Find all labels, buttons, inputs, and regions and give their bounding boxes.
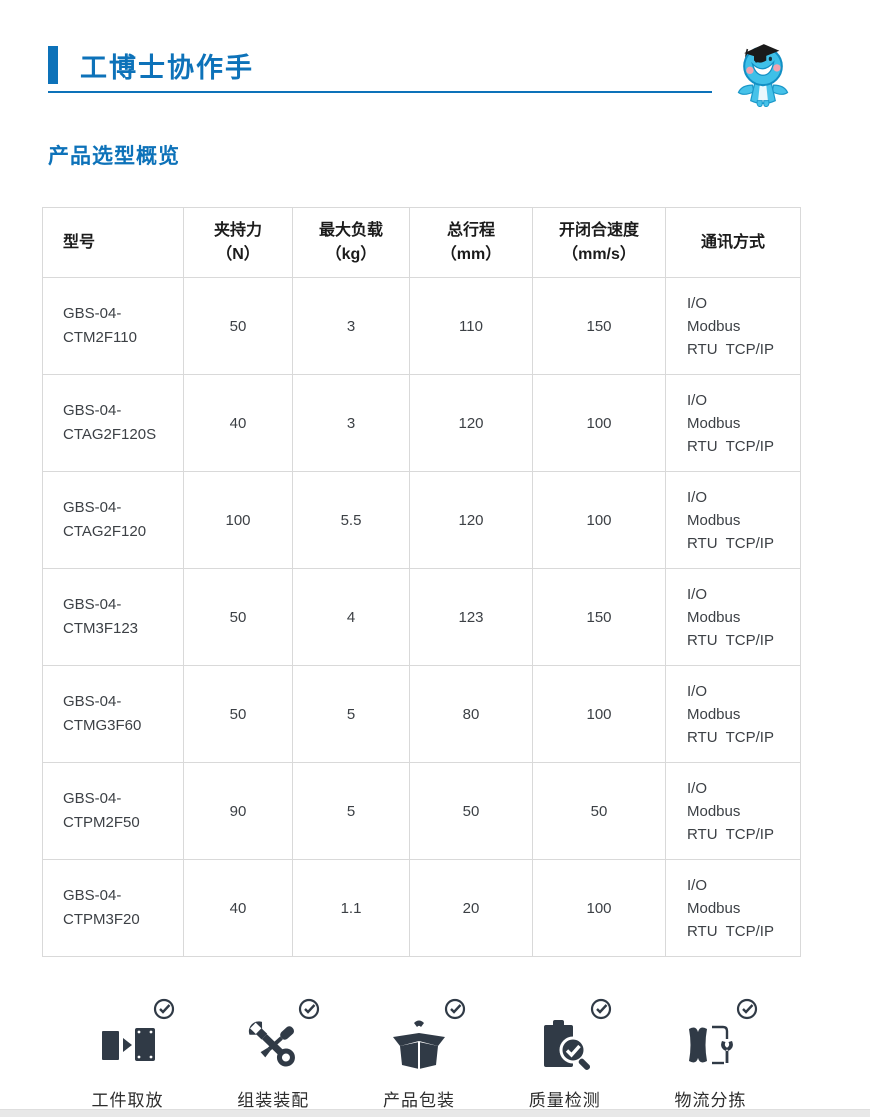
- application-label: 工件取放: [91, 1091, 164, 1110]
- column-header: 型号: [42, 207, 184, 278]
- model-cell: GBS-04- CTAG2F120S: [42, 374, 184, 472]
- table-row: GBS-04- CTAG2F120S 40 3 120 100 I/O Modbus RTU T…: [42, 374, 801, 472]
- table-row: GBS-04- CTPM3F20 40 1.1 20 100 I/O Modbus RTU TC…: [42, 859, 801, 957]
- gongboshi-mascot-icon: [730, 36, 796, 113]
- value-cell: 20: [409, 859, 533, 957]
- application-item-packaging: 产品包装: [347, 998, 492, 1111]
- check-badge-icon: [736, 998, 757, 1020]
- communication-cell: I/O Modbus RTU TCP/IP: [665, 859, 801, 957]
- value-cell: 5.5: [292, 471, 410, 569]
- value-cell: 50: [183, 665, 293, 763]
- table-body: GBS-04- CTM2F110 50 3 110 150 I/O Modbus RTU TCP…: [42, 277, 801, 957]
- application-label: 组装装配: [237, 1091, 310, 1110]
- application-item-logistics: 物流分拣: [638, 998, 783, 1111]
- value-cell: 3: [292, 374, 410, 472]
- check-badge-icon: [590, 998, 611, 1020]
- model-cell: GBS-04- CTPM3F20: [42, 859, 184, 957]
- value-cell: 123: [409, 568, 533, 666]
- value-cell: 50: [183, 568, 293, 666]
- column-header: 开闭合速度 （mm/s）: [532, 207, 666, 278]
- value-cell: 50: [532, 762, 666, 860]
- value-cell: 120: [409, 374, 533, 472]
- table-row: GBS-04- CTMG3F60 50 5 80 100 I/O Modbus RTU TCP/…: [42, 665, 801, 763]
- application-label: 质量检测: [528, 1091, 601, 1110]
- column-header: 通讯方式: [665, 207, 801, 278]
- value-cell: 100: [532, 374, 666, 472]
- value-cell: 5: [292, 665, 410, 763]
- column-header: 最大负载 （kg）: [292, 207, 410, 278]
- table-row: GBS-04- CTPM2F50 90 5 50 50 I/O Modbus RTU TCP/I…: [42, 762, 801, 860]
- check-badge-icon: [153, 998, 174, 1020]
- application-item-assembly: 组装装配: [201, 998, 346, 1111]
- value-cell: 110: [409, 277, 533, 375]
- value-cell: 5: [292, 762, 410, 860]
- application-item-quality: 质量检测: [492, 998, 637, 1111]
- value-cell: 50: [183, 277, 293, 375]
- communication-cell: I/O Modbus RTU TCP/IP: [665, 374, 801, 472]
- value-cell: 100: [532, 665, 666, 763]
- value-cell: 80: [409, 665, 533, 763]
- value-cell: 1.1: [292, 859, 410, 957]
- section-title: 产品选型概览: [48, 145, 180, 168]
- value-cell: 150: [532, 277, 666, 375]
- model-cell: GBS-04- CTAG2F120: [42, 471, 184, 569]
- communication-cell: I/O Modbus RTU TCP/IP: [665, 471, 801, 569]
- table-row: GBS-04- CTM2F110 50 3 110 150 I/O Modbus RTU TCP…: [42, 277, 801, 375]
- title-accent-bar: [48, 46, 58, 84]
- value-cell: 4: [292, 568, 410, 666]
- assembly-icon: [249, 1021, 296, 1067]
- product-spec-table: 型号 夹持力 （N） 最大负载 （kg） 总行程 （mm） 开闭合速度 （mm/s） 通讯方式 G…: [42, 207, 801, 957]
- communication-cell: I/O Modbus RTU TCP/IP: [665, 665, 801, 763]
- value-cell: 50: [409, 762, 533, 860]
- value-cell: 3: [292, 277, 410, 375]
- table-row: GBS-04- CTAG2F120 100 5.5 120 100 I/O Modbus RTU…: [42, 471, 801, 569]
- model-cell: GBS-04- CTPM2F50: [42, 762, 184, 860]
- value-cell: 150: [532, 568, 666, 666]
- value-cell: 100: [532, 859, 666, 957]
- check-badge-icon: [299, 998, 320, 1020]
- communication-cell: I/O Modbus RTU TCP/IP: [665, 762, 801, 860]
- model-cell: GBS-04- CTM3F123: [42, 568, 184, 666]
- quality-inspection-icon: [543, 1020, 590, 1071]
- value-cell: 40: [183, 374, 293, 472]
- check-badge-icon: [444, 998, 466, 1020]
- model-cell: GBS-04- CTMG3F60: [42, 665, 184, 763]
- application-label: 产品包装: [383, 1091, 455, 1110]
- application-label: 物流分拣: [674, 1091, 747, 1110]
- communication-cell: I/O Modbus RTU TCP/IP: [665, 568, 801, 666]
- table-header-row: 型号 夹持力 （N） 最大负载 （kg） 总行程 （mm） 开闭合速度 （mm/s） 通讯方式: [42, 207, 801, 278]
- value-cell: 120: [409, 471, 533, 569]
- value-cell: 100: [532, 471, 666, 569]
- model-cell: GBS-04- CTM2F110: [42, 277, 184, 375]
- table-row: GBS-04- CTM3F123 50 4 123 150 I/O Modbus RTU TCP…: [42, 568, 801, 666]
- footer-strip: [0, 1109, 870, 1117]
- page-title: 工博士协作手: [80, 53, 254, 83]
- application-item-pick-place: 工件取放: [55, 998, 200, 1111]
- pick-place-icon: [101, 1028, 155, 1061]
- communication-cell: I/O Modbus RTU TCP/IP: [665, 277, 801, 375]
- column-header: 总行程 （mm）: [409, 207, 533, 278]
- value-cell: 90: [183, 762, 293, 860]
- value-cell: 40: [183, 859, 293, 957]
- logistics-sorting-icon: [688, 1025, 733, 1065]
- header-divider: [48, 91, 712, 93]
- applications-row: 工件取放: [55, 998, 783, 1111]
- value-cell: 100: [183, 471, 293, 569]
- column-header: 夹持力 （N）: [183, 207, 293, 278]
- packaging-icon: [393, 1020, 445, 1069]
